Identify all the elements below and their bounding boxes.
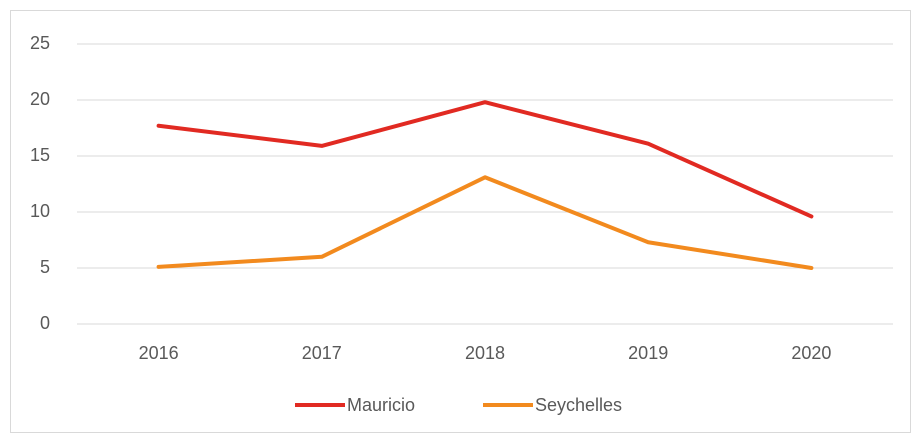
x-tick-label: 2018: [465, 343, 505, 363]
y-tick-label: 5: [40, 257, 50, 277]
legend-label: Seychelles: [535, 395, 622, 415]
x-tick-label: 2019: [628, 343, 668, 363]
y-tick-label: 25: [30, 33, 50, 53]
y-tick-label: 20: [30, 89, 50, 109]
x-tick-label: 2016: [139, 343, 179, 363]
series-line: [156, 100, 814, 219]
series-line: [156, 175, 814, 270]
x-tick-label: 2017: [302, 343, 342, 363]
legend-label: Mauricio: [347, 395, 415, 415]
y-tick-label: 10: [30, 201, 50, 221]
y-tick-label: 15: [30, 145, 50, 165]
y-tick-label: 0: [40, 313, 50, 333]
chart-frame: [10, 10, 911, 433]
x-tick-label: 2020: [791, 343, 831, 363]
